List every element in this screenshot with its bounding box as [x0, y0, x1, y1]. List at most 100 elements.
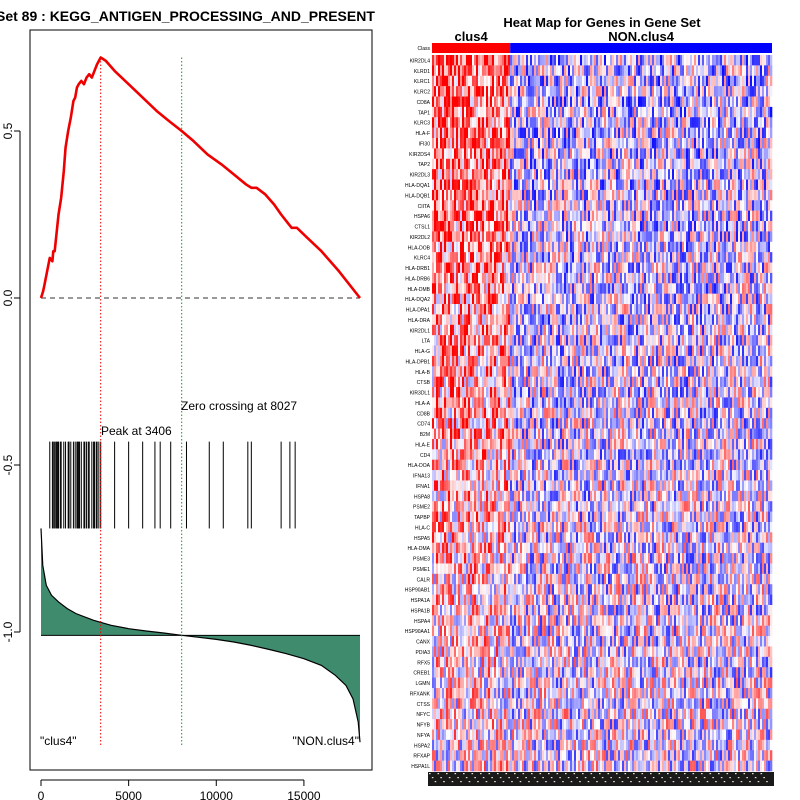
heatmap-cell: [582, 293, 585, 305]
heatmap-cell: [742, 200, 745, 211]
heatmap-cell: [582, 189, 585, 201]
heatmap-cell: [642, 335, 645, 346]
heatmap-cell: [628, 335, 631, 346]
heatmap-cell: [658, 106, 661, 118]
heatmap-cell: [554, 283, 557, 294]
heatmap-cell: [648, 169, 651, 180]
heatmap-cell: [702, 314, 705, 326]
heatmap-cell: [444, 252, 447, 263]
heatmap-cell: [570, 189, 573, 201]
heatmap-cell: [630, 179, 633, 191]
heatmap-cell: [748, 179, 751, 191]
heatmap-cell: [580, 55, 583, 66]
heatmap-cell: [748, 304, 751, 315]
heatmap-cell: [544, 75, 547, 87]
heatmap-cell: [470, 241, 473, 253]
heatmap-cell: [644, 314, 647, 326]
heatmap-cell: [598, 189, 601, 201]
heatmap-cell: [672, 324, 675, 336]
heatmap-cell: [728, 221, 731, 232]
heatmap-cell: [690, 293, 693, 305]
heatmap-cell: [674, 272, 677, 284]
heatmap-cell: [534, 221, 537, 232]
heatmap-cell: [602, 127, 605, 139]
heatmap-cell: [752, 179, 755, 191]
heatmap-cell: [734, 148, 737, 160]
heatmap-cell: [600, 179, 603, 191]
heatmap-cell: [484, 179, 487, 191]
heatmap-cell: [654, 55, 657, 66]
heatmap-cell: [588, 75, 591, 87]
heatmap-cell: [494, 169, 497, 180]
heatmap-cell: [666, 55, 669, 66]
heatmap-cell: [514, 231, 517, 243]
heatmap-cell: [696, 324, 699, 336]
heatmap-cell: [688, 231, 691, 243]
heatmap-cell: [688, 179, 691, 191]
heatmap-cell: [524, 345, 527, 357]
heatmap-cell: [524, 314, 527, 326]
heatmap-cell: [542, 65, 545, 77]
heatmap-cell: [728, 55, 731, 66]
heatmap-cell: [538, 314, 541, 326]
heatmap-cell: [572, 272, 575, 284]
heatmap-cell: [550, 86, 553, 97]
heatmap-cell: [740, 158, 743, 170]
heatmap-cell: [748, 138, 751, 149]
heatmap-cell: [558, 158, 561, 170]
heatmap-cell: [550, 231, 553, 243]
heatmap-cell: [656, 283, 659, 294]
heatmap-cell: [686, 272, 689, 284]
heatmap-cell: [744, 179, 747, 191]
heatmap-cell: [660, 345, 663, 357]
heatmap-cell: [614, 231, 617, 243]
heatmap-cell: [602, 283, 605, 294]
heatmap-cell: [568, 106, 571, 118]
heatmap-cell: [652, 231, 655, 243]
heatmap-cell: [602, 272, 605, 284]
heatmap-cell: [502, 231, 505, 243]
heatmap-cell: [576, 127, 579, 139]
heatmap-cell: [752, 210, 755, 222]
heatmap-cell: [628, 106, 631, 118]
heatmap-cell: [468, 117, 471, 128]
heatmap-cell: [544, 158, 547, 170]
heatmap-cell: [538, 127, 541, 139]
heatmap-cell: [548, 221, 551, 232]
heatmap-cell: [476, 314, 479, 326]
heatmap-cell: [510, 272, 513, 284]
heatmap-cell: [638, 55, 641, 66]
heatmap-cell: [726, 293, 729, 305]
heatmap-cell: [634, 231, 637, 243]
heatmap-cell: [462, 283, 465, 294]
heatmap-cell: [506, 210, 509, 222]
heatmap-cell: [730, 169, 733, 180]
heatmap-cell: [604, 324, 607, 336]
heatmap-cell: [588, 65, 591, 77]
heatmap-cell: [628, 169, 631, 180]
heatmap-cell: [440, 210, 443, 222]
heatmap-cell: [630, 241, 633, 253]
heatmap-cell: [432, 324, 435, 336]
heatmap-cell: [496, 335, 499, 346]
heatmap-cell: [646, 221, 649, 232]
heatmap-cell: [490, 210, 493, 222]
heatmap-cell: [596, 75, 599, 87]
heatmap-cell: [726, 314, 729, 326]
heatmap-cell: [646, 86, 649, 97]
heatmap-cell: [654, 106, 657, 118]
heatmap-cell: [730, 210, 733, 222]
heatmap-cell: [440, 241, 443, 253]
heatmap-cell: [576, 86, 579, 97]
heatmap-cell: [542, 106, 545, 118]
heatmap-cell: [610, 345, 613, 357]
heatmap-cell: [554, 189, 557, 201]
heatmap-cell: [532, 189, 535, 201]
heatmap-cell: [662, 210, 665, 222]
heatmap-cell: [604, 86, 607, 97]
heatmap-cell: [502, 86, 505, 97]
heatmap-cell: [448, 241, 451, 253]
heatmap-cell: [536, 55, 539, 66]
heatmap-cell: [478, 179, 481, 191]
heatmap-cell: [628, 200, 631, 211]
